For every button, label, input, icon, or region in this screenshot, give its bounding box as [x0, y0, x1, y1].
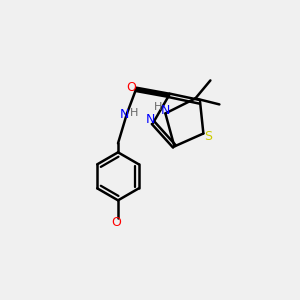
Text: H: H [130, 108, 139, 118]
Text: N: N [146, 113, 155, 126]
Text: O: O [112, 216, 122, 229]
Text: S: S [204, 130, 212, 143]
Text: N: N [161, 104, 170, 117]
Text: N: N [119, 108, 129, 121]
Text: H: H [154, 102, 162, 112]
Text: O: O [127, 81, 136, 94]
